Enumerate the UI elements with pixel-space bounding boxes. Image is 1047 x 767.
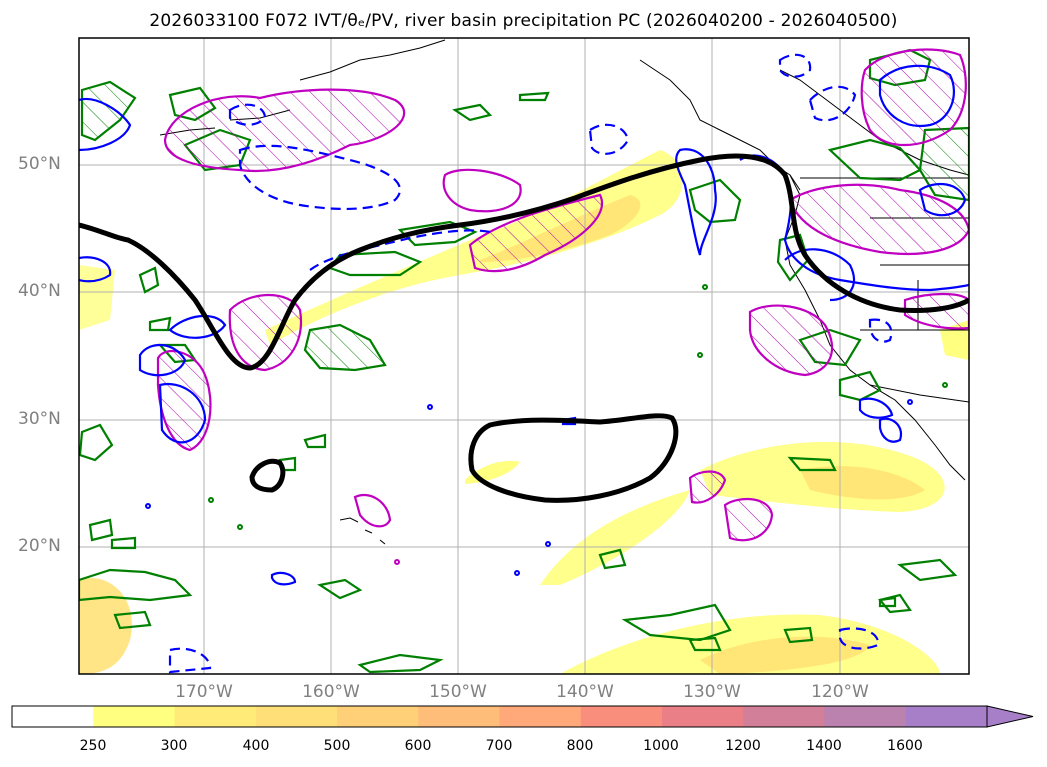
colorbar-segment [255,706,338,727]
colorbar-tick: 700 [485,738,513,754]
ivt-southwest-patch [79,578,132,674]
colorbar-tick: 250 [79,738,107,754]
lon-label-130w: 130°W [683,682,741,702]
map-frame [78,37,970,675]
colorbar-tick: 800 [566,738,594,754]
lon-label-150w: 150°W [429,682,487,702]
colorbar [11,705,1034,728]
ivt-diagonal-strip [540,490,690,585]
colorbar-tick: 1200 [725,738,761,754]
colorbar-tick: 1400 [806,738,842,754]
theta-e-small-loop [249,458,286,493]
small-contour-fragments [145,284,948,576]
colorbar-segment [93,706,175,727]
colorbar-segment [824,706,907,727]
map-title: 2026033100 F072 IVT/θₑ/PV, river basin p… [149,11,898,31]
colorbar-segment [499,706,582,727]
lon-label-160w: 160°W [302,682,360,702]
colorbar-frame [11,705,988,728]
colorbar-segment [743,706,825,727]
colorbar-tick: 300 [160,738,188,754]
colorbar-segment [174,706,257,727]
lon-label-140w: 140°W [556,682,614,702]
map-plot [78,37,970,675]
colorbar-tick: 1600 [887,738,923,754]
colorbar-segment [337,706,419,727]
colorbar-segment [418,706,500,727]
colorbar-tick: 500 [323,738,351,754]
precip-pc-green-contours [79,48,969,674]
colorbar-segment [662,706,744,727]
theta-e-contours [79,153,969,503]
colorbar-tick: 400 [242,738,270,754]
lat-label-20n: 20°N [18,536,61,556]
precip-pc-magenta-contours [156,48,969,542]
colorbar-segment [905,706,988,727]
colorbar-segment [12,706,94,727]
colorbar-segment [580,706,663,727]
boundary-us-mexico [869,384,969,403]
colorbar-tick: 1000 [643,738,679,754]
colorbar-tick: 600 [404,738,432,754]
hawaii-islands [339,517,386,545]
pv-contours-dashed [168,53,893,674]
lon-label-170w: 170°W [175,682,233,702]
ivt-subtropical-core [800,466,925,500]
lat-label-40n: 40°N [18,281,61,301]
lat-label-50n: 50°N [18,154,61,174]
graticule [79,38,969,674]
lat-label-30n: 30°N [18,409,61,429]
colorbar-extend-arrow [986,705,1034,728]
ivt-south-core [700,636,870,674]
theta-e-main [79,153,969,371]
colorbar-segments [12,706,988,727]
theta-e-closed-loop [468,413,679,503]
lon-label-120w: 120°W [811,682,869,702]
